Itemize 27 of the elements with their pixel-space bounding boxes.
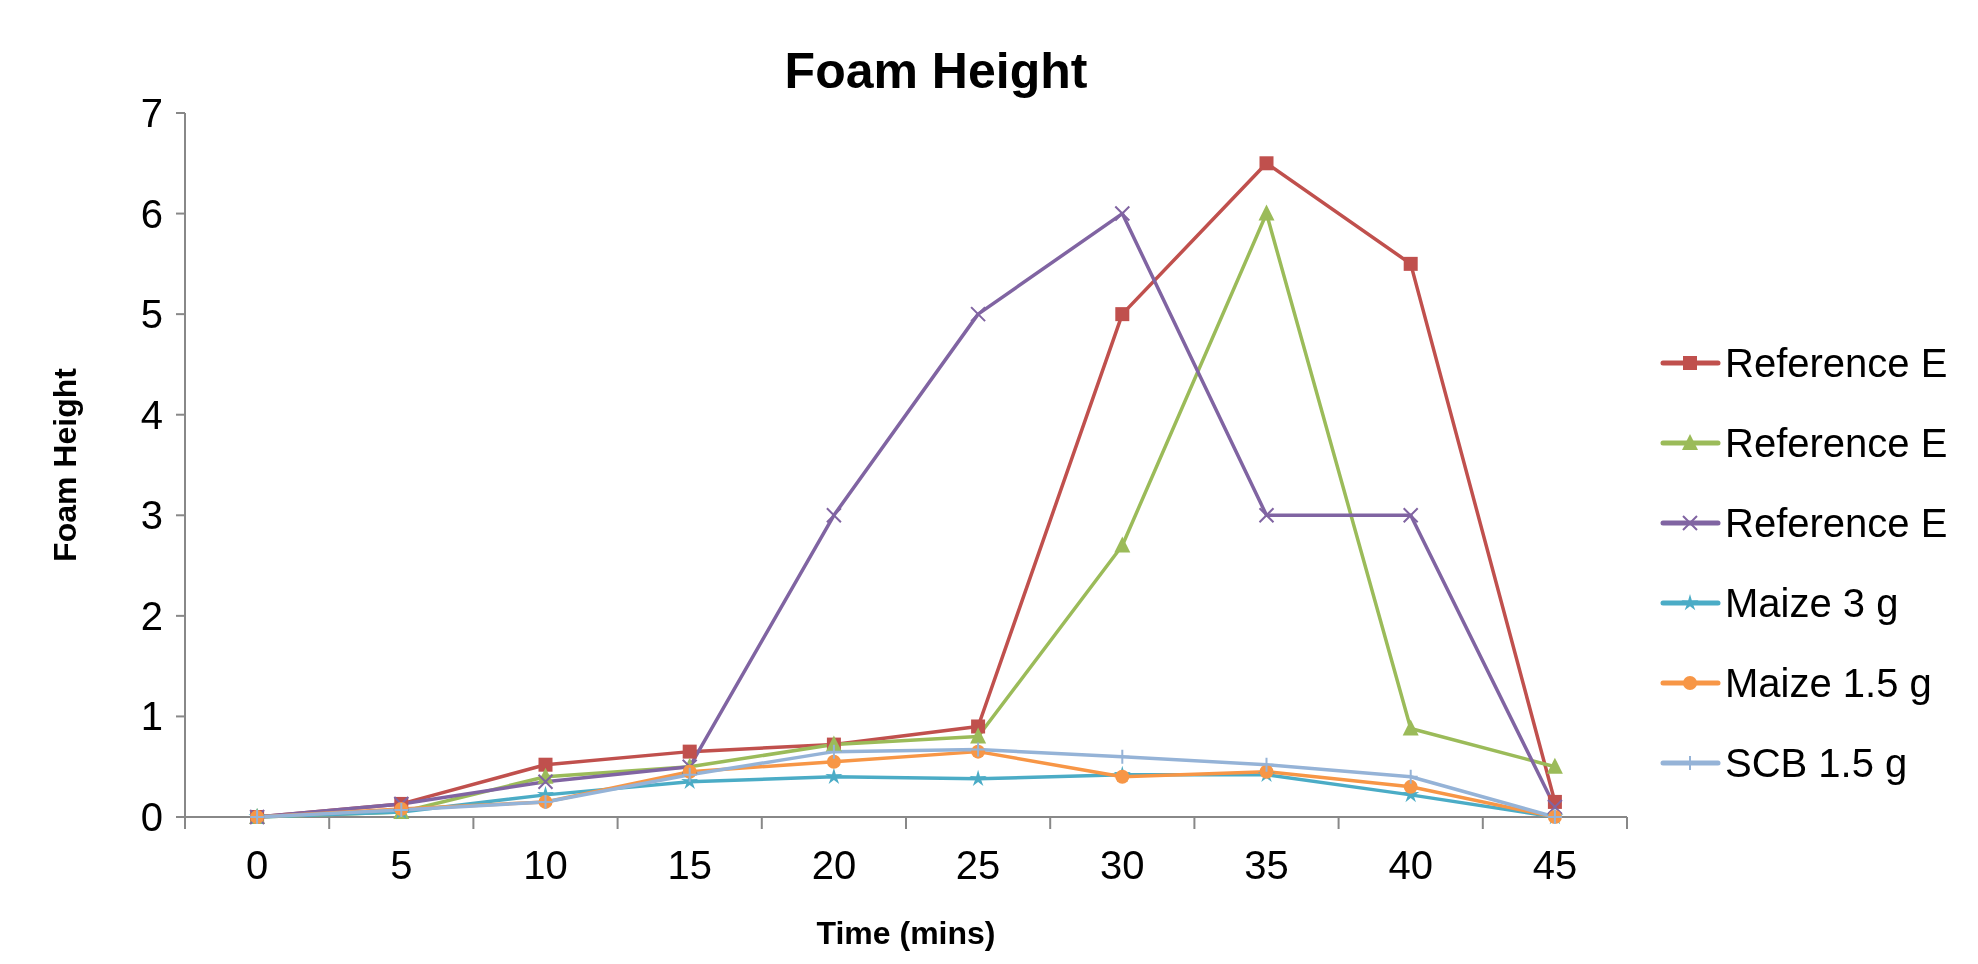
- y-axis-title: Foam Height: [47, 367, 83, 562]
- y-tick-label: 7: [140, 91, 163, 135]
- legend-label: Maize 3 g: [1725, 581, 1899, 625]
- y-tick-label: 3: [140, 493, 163, 538]
- x-tick-label: 30: [1100, 843, 1145, 887]
- y-tick-label: 5: [140, 292, 163, 337]
- y-tick-label: 2: [140, 593, 163, 638]
- x-tick-label: 0: [245, 843, 269, 887]
- x-tick-label: 10: [523, 843, 568, 887]
- x-tick-label: 45: [1532, 843, 1578, 887]
- x-tick-label: 35: [1244, 843, 1289, 887]
- x-tick-label: 40: [1388, 843, 1433, 887]
- legend-label: Reference E: [1725, 501, 1948, 545]
- y-tick-label: 4: [140, 392, 163, 437]
- legend-label: Maize 1.5 g: [1725, 661, 1932, 705]
- legend-label: Reference E: [1725, 421, 1948, 465]
- x-tick-label: 20: [811, 843, 857, 887]
- x-tick-label: 15: [667, 843, 712, 887]
- y-tick-label: 0: [140, 795, 163, 839]
- x-tick-label: 25: [955, 843, 1001, 887]
- x-axis-title: Time (mins): [816, 915, 996, 951]
- x-tick-label: 5: [390, 843, 413, 887]
- chart-title: Foam Height: [784, 43, 1088, 99]
- y-tick-label: 1: [140, 694, 163, 739]
- y-tick-label: 6: [140, 191, 163, 236]
- legend-label: Reference E: [1725, 341, 1948, 385]
- legend-label: SCB 1.5 g: [1725, 741, 1908, 785]
